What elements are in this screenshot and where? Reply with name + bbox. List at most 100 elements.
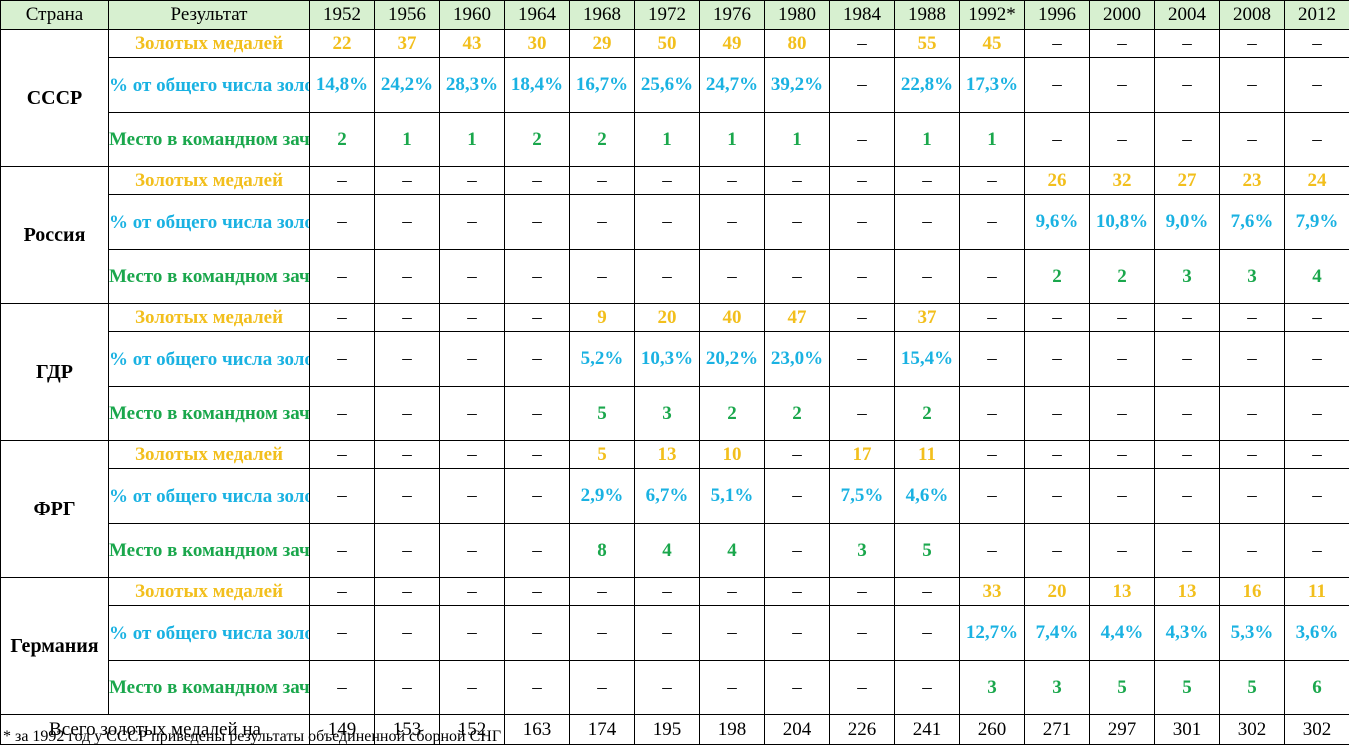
value-cell-gold: 22 — [309, 29, 375, 58]
value-cell-pct: – — [1219, 57, 1285, 113]
value-cell-gold: 37 — [374, 29, 440, 58]
value-cell-pct: – — [569, 194, 635, 250]
value-cell-pct: – — [634, 605, 700, 661]
value-cell-pct: 9,6% — [1024, 194, 1090, 250]
value-cell-rank: – — [829, 660, 895, 715]
value-cell-rank: – — [829, 249, 895, 304]
value-cell-rank: – — [634, 249, 700, 304]
value-cell-gold: – — [374, 577, 440, 606]
value-cell-rank: – — [569, 249, 635, 304]
value-cell-pct: – — [1024, 468, 1090, 524]
value-cell-gold: – — [504, 166, 570, 195]
value-cell-rank: – — [374, 249, 440, 304]
value-cell-gold: – — [1024, 29, 1090, 58]
country-name: Россия — [0, 166, 109, 304]
value-cell-pct: – — [309, 605, 375, 661]
value-cell-gold: – — [829, 577, 895, 606]
value-cell-gold: – — [439, 303, 505, 332]
value-cell-pct: – — [374, 331, 440, 387]
country-row-pct: % от общего числа золотых медалей–––––––… — [1, 605, 1349, 661]
value-cell-pct: – — [439, 468, 505, 524]
value-cell-pct: 4,4% — [1089, 605, 1155, 661]
header-row: Страна Результат 1952 1956 1960 1964 1968 1972 1… — [0, 0, 1349, 30]
value-cell-gold: – — [894, 577, 960, 606]
value-cell-gold: – — [1154, 303, 1220, 332]
value-cell-rank: – — [1089, 523, 1155, 578]
header-year: 2012 — [1284, 0, 1349, 30]
value-cell-pct: 7,6% — [1219, 194, 1285, 250]
row-label-gold: Золотых медалей — [108, 577, 310, 606]
value-cell-rank: – — [439, 249, 505, 304]
value-cell-rank: – — [504, 249, 570, 304]
header-year: 1996 — [1024, 0, 1090, 30]
value-cell-pct: – — [634, 194, 700, 250]
value-cell-rank: – — [1089, 112, 1155, 167]
value-cell-pct: – — [1219, 468, 1285, 524]
value-cell-rank: – — [699, 249, 765, 304]
value-cell-rank: 3 — [1154, 249, 1220, 304]
header-year: 2004 — [1154, 0, 1220, 30]
value-cell-gold: 26 — [1024, 166, 1090, 195]
value-cell-gold: 80 — [764, 29, 830, 58]
value-cell-pct: 7,5% — [829, 468, 895, 524]
value-cell-pct: – — [829, 605, 895, 661]
value-cell-pct: – — [829, 194, 895, 250]
value-cell-gold: – — [829, 29, 895, 58]
value-cell-rank: – — [699, 660, 765, 715]
value-cell-gold: – — [1089, 303, 1155, 332]
value-cell-rank: – — [1219, 386, 1285, 441]
value-cell-pct: 17,3% — [959, 57, 1025, 113]
country-row-pct: % от общего числа золотых медалей–––––––… — [1, 194, 1349, 250]
value-cell-gold: – — [309, 577, 375, 606]
value-cell-rank: – — [374, 660, 440, 715]
value-cell-gold: – — [309, 303, 375, 332]
value-cell-pct: 4,3% — [1154, 605, 1220, 661]
value-cell-rank: 2 — [1089, 249, 1155, 304]
value-cell-pct: 7,4% — [1024, 605, 1090, 661]
value-cell-gold: – — [439, 577, 505, 606]
value-cell-rank: 2 — [894, 386, 960, 441]
row-label-pct: % от общего числа золотых медалей — [108, 605, 310, 661]
country-name: ГДР — [0, 303, 109, 441]
total-value: 195 — [634, 714, 700, 745]
value-cell-rank: – — [764, 660, 830, 715]
total-value: 301 — [1154, 714, 1220, 745]
value-cell-pct: 28,3% — [439, 57, 505, 113]
value-cell-pct: – — [1154, 331, 1220, 387]
value-cell-gold: – — [699, 166, 765, 195]
value-cell-gold: 13 — [1154, 577, 1220, 606]
total-value: 297 — [1089, 714, 1155, 745]
value-cell-rank: – — [1284, 112, 1349, 167]
value-cell-gold: 9 — [569, 303, 635, 332]
value-cell-gold: 55 — [894, 29, 960, 58]
value-cell-gold: 20 — [1024, 577, 1090, 606]
value-cell-pct: 25,6% — [634, 57, 700, 113]
header-year: 1968 — [569, 0, 635, 30]
value-cell-gold: 23 — [1219, 166, 1285, 195]
value-cell-rank: 5 — [1089, 660, 1155, 715]
value-cell-gold: – — [504, 303, 570, 332]
row-label-pct: % от общего числа золотых медалей — [108, 331, 310, 387]
country-row-gold: ГДР Золотых медалей – – – –9 20 40 47–37– – – – – – — [0, 303, 1349, 441]
row-label-gold: Золотых медалей — [108, 303, 310, 332]
value-cell-pct: – — [1154, 57, 1220, 113]
value-cell-pct: – — [309, 194, 375, 250]
value-cell-rank: – — [1284, 523, 1349, 578]
row-label-pct: % от общего числа золотых медалей — [108, 57, 310, 113]
value-cell-rank: 1 — [699, 112, 765, 167]
value-cell-rank: 2 — [1024, 249, 1090, 304]
value-cell-rank: – — [959, 523, 1025, 578]
value-cell-gold: – — [569, 166, 635, 195]
total-value: 198 — [699, 714, 765, 745]
value-cell-pct: 22,8% — [894, 57, 960, 113]
value-cell-gold: 5 — [569, 440, 635, 469]
country-name: ФРГ — [0, 440, 109, 578]
value-cell-gold: 24 — [1284, 166, 1349, 195]
value-cell-pct: – — [1089, 57, 1155, 113]
value-cell-gold: – — [374, 440, 440, 469]
value-cell-gold: – — [1284, 29, 1349, 58]
value-cell-pct: – — [764, 605, 830, 661]
value-cell-pct: 24,7% — [699, 57, 765, 113]
value-cell-rank: 5 — [569, 386, 635, 441]
value-cell-gold: 20 — [634, 303, 700, 332]
